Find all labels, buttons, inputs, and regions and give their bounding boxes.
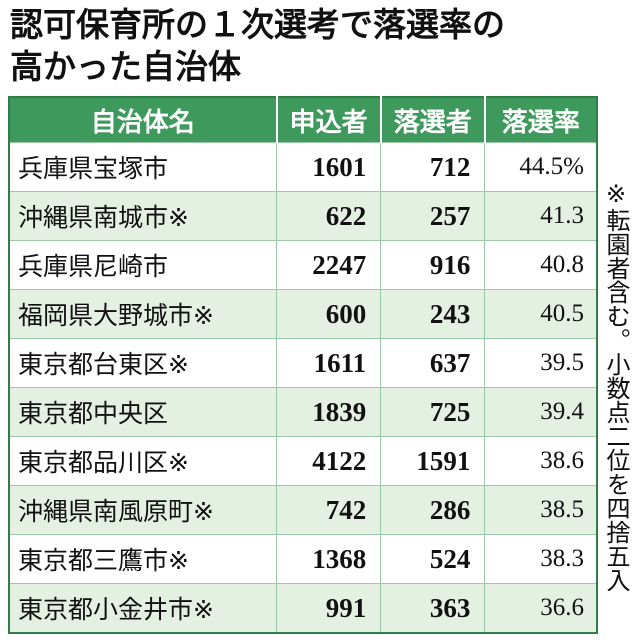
table-cell: 524 (380, 534, 485, 584)
table-cell: 2247 (275, 240, 381, 290)
table-cell: 1601 (275, 142, 381, 192)
table-cell: 38.3 (484, 534, 597, 584)
header-cell: 自治体名 (9, 97, 277, 143)
table-cell: 1368 (275, 534, 381, 584)
table-cell: 1591 (380, 436, 485, 486)
table-cell: 39.5 (484, 338, 597, 388)
table-cell: 39.4 (484, 387, 597, 437)
table-row: 東京都小金井市※ 991 363 36.6 (8, 583, 597, 633)
table-cell: 1611 (275, 338, 381, 388)
header-row: 自治体名 申込者 落選者 落選率 (9, 97, 597, 143)
table-cell: 637 (380, 338, 485, 388)
table-cell: 725 (380, 387, 485, 437)
table-row: 沖縄県南風原町※ 742 286 38.5 (8, 485, 597, 535)
table-body: 兵庫県宝塚市 1601 712 44.5% 沖縄県南城市※ 622 257 41.3 兵庫県尼崎… (8, 142, 597, 633)
title-line: 高かった自治体 (10, 47, 241, 86)
table-cell: 東京都三鷹市※ (8, 534, 277, 584)
header-cell: 落選率 (483, 97, 597, 143)
table-cell: 福岡県大野城市※ (8, 289, 277, 339)
table-cell: 991 (275, 583, 381, 633)
table-cell: 622 (275, 191, 381, 241)
table-cell: 東京都小金井市※ (8, 583, 277, 633)
table-row: 東京都品川区※ 4122 1591 38.6 (8, 436, 597, 486)
table-cell: 東京都台東区※ (8, 338, 277, 388)
table-cell: 742 (275, 485, 381, 535)
table-row: 東京都台東区※ 1611 637 39.5 (8, 338, 597, 388)
table-cell: 1839 (275, 387, 381, 437)
table-cell: 38.5 (484, 485, 597, 535)
title-line: 認可保育所の１次選考で落選率の (10, 5, 505, 44)
table-cell: 東京都中央区 (8, 387, 277, 437)
table-cell: 兵庫県宝塚市 (8, 142, 277, 192)
table-cell: 4122 (275, 436, 381, 486)
table-row: 兵庫県宝塚市 1601 712 44.5% (8, 142, 597, 192)
table-row: 東京都三鷹市※ 1368 524 38.3 (8, 534, 597, 584)
table-row: 福岡県大野城市※ 600 243 40.5 (8, 289, 597, 339)
title: 認可保育所の１次選考で落選率の 高かった自治体 (10, 4, 505, 88)
note: ※転園者含む。小数点二位を四捨五入 (602, 180, 630, 592)
table-cell: 712 (380, 142, 485, 192)
table-cell: 兵庫県尼崎市 (8, 240, 277, 290)
table: 自治体名 申込者 落選者 落選率 兵庫県宝塚市 1601 712 44.5% 沖縄県南城市※ 6… (8, 96, 598, 634)
table-cell: 243 (380, 289, 485, 339)
table-cell: 41.3 (484, 191, 597, 241)
table-cell: 36.6 (484, 583, 597, 633)
table-cell: 916 (380, 240, 485, 290)
table-row: 東京都中央区 1839 725 39.4 (8, 387, 597, 437)
table-cell: 沖縄県南城市※ (8, 191, 277, 241)
table-cell: 600 (275, 289, 381, 339)
table-cell: 286 (380, 485, 485, 535)
table-cell: 沖縄県南風原町※ (8, 485, 277, 535)
table-row: 沖縄県南城市※ 622 257 41.3 (8, 191, 597, 241)
table-cell: 44.5% (484, 142, 597, 192)
table-row: 兵庫県尼崎市 2247 916 40.8 (8, 240, 597, 290)
table-cell: 40.5 (484, 289, 597, 339)
table-cell: 東京都品川区※ (8, 436, 277, 486)
header-cell: 落選者 (379, 97, 485, 143)
table-cell: 363 (380, 583, 485, 633)
table-cell: 257 (380, 191, 485, 241)
table-cell: 38.6 (484, 436, 597, 486)
header-cell: 申込者 (275, 97, 381, 143)
table-cell: 40.8 (484, 240, 597, 290)
